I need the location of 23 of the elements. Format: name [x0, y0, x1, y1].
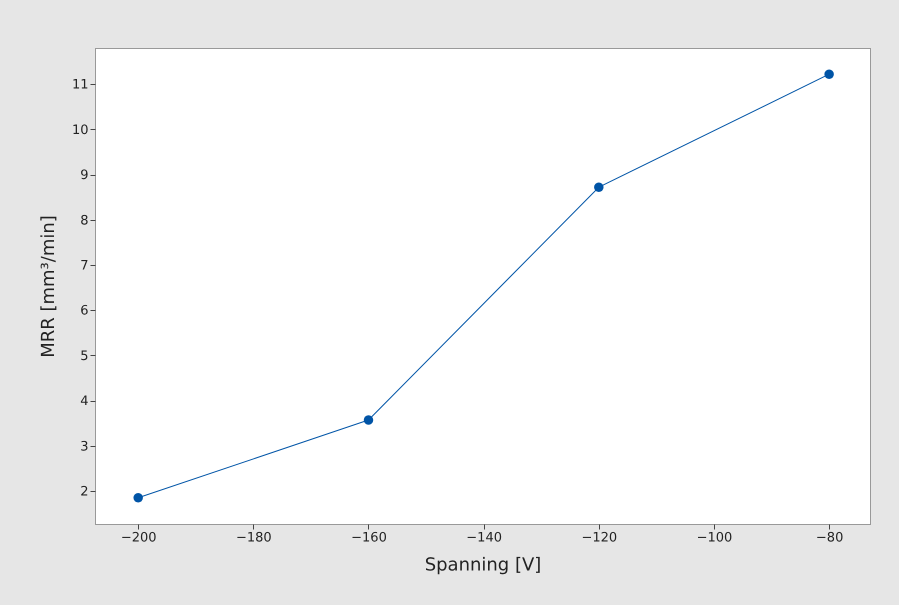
y-tick-label: 7	[80, 258, 88, 274]
y-tick-label: 9	[80, 168, 88, 184]
point	[824, 69, 834, 79]
x-tick-label: −140	[466, 530, 502, 546]
y-axis-title: MRR [mm³/min]	[38, 215, 59, 358]
point	[364, 415, 374, 425]
y-tick-label: 5	[80, 348, 88, 364]
y-tick-label: 6	[80, 304, 88, 319]
y-tick-label: 3	[80, 439, 88, 454]
x-tick-label: −160	[351, 530, 387, 546]
point	[133, 493, 143, 503]
x-tick-label: −80	[816, 530, 844, 546]
x-tick-label: −120	[581, 530, 618, 546]
y-tick-label: 2	[80, 484, 88, 500]
x-tick-label: −100	[696, 530, 732, 546]
x-tick-label: −200	[120, 530, 157, 546]
y-tick-label: 10	[72, 122, 88, 138]
y-tick-label: 8	[80, 213, 88, 228]
y-tick-label: 4	[80, 394, 88, 410]
point	[594, 182, 604, 192]
y-tick-label: 11	[72, 78, 88, 93]
x-tick-label: −180	[236, 530, 272, 546]
x-axis-title: Spanning [V]	[424, 554, 542, 576]
